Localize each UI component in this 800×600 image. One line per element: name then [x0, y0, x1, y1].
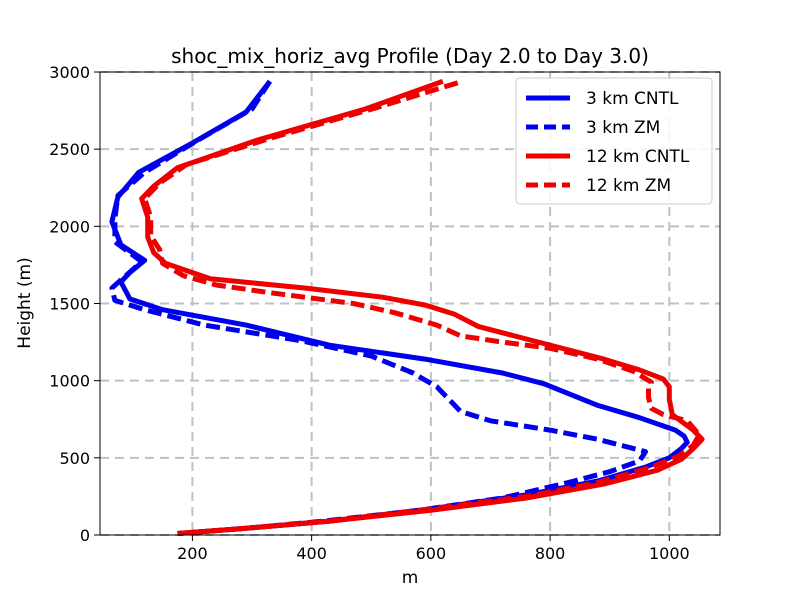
- series-line-12-km-zm: [142, 80, 702, 536]
- chart-title: shoc_mix_horiz_avg Profile (Day 2.0 to D…: [171, 44, 649, 68]
- series-lines: [109, 78, 705, 536]
- x-tick-label: 800: [535, 544, 566, 563]
- y-tick-label: 2500: [49, 140, 90, 159]
- legend-label: 3 km ZM: [586, 118, 660, 138]
- legend-box: [515, 77, 713, 205]
- series-line-3-km-zm: [109, 79, 648, 536]
- x-tick-label: 200: [177, 544, 208, 563]
- y-tick-label: 3000: [49, 63, 90, 82]
- y-tick-label: 2000: [49, 217, 90, 236]
- y-tick-label: 1500: [49, 295, 90, 314]
- x-axis-label: m: [402, 568, 419, 588]
- legend-label: 12 km CNTL: [586, 147, 690, 167]
- axis-ticks: 200 400 600 800 1000 0 500 1000 1500 2000 2500 3000: [49, 63, 689, 563]
- x-tick-label: 400: [296, 544, 327, 563]
- y-tick-label: 0: [80, 526, 90, 545]
- y-tick-label: 1000: [49, 372, 90, 391]
- y-tick-label: 500: [59, 449, 90, 468]
- x-tick-label: 1000: [649, 544, 690, 563]
- x-tick-label: 600: [416, 544, 447, 563]
- legend: 3 km CNTL 3 km ZM 12 km CNTL 12 km ZM: [515, 77, 713, 205]
- legend-label: 12 km ZM: [586, 176, 671, 196]
- y-axis-label: Height (m): [15, 257, 35, 348]
- legend-label: 3 km CNTL: [586, 89, 679, 109]
